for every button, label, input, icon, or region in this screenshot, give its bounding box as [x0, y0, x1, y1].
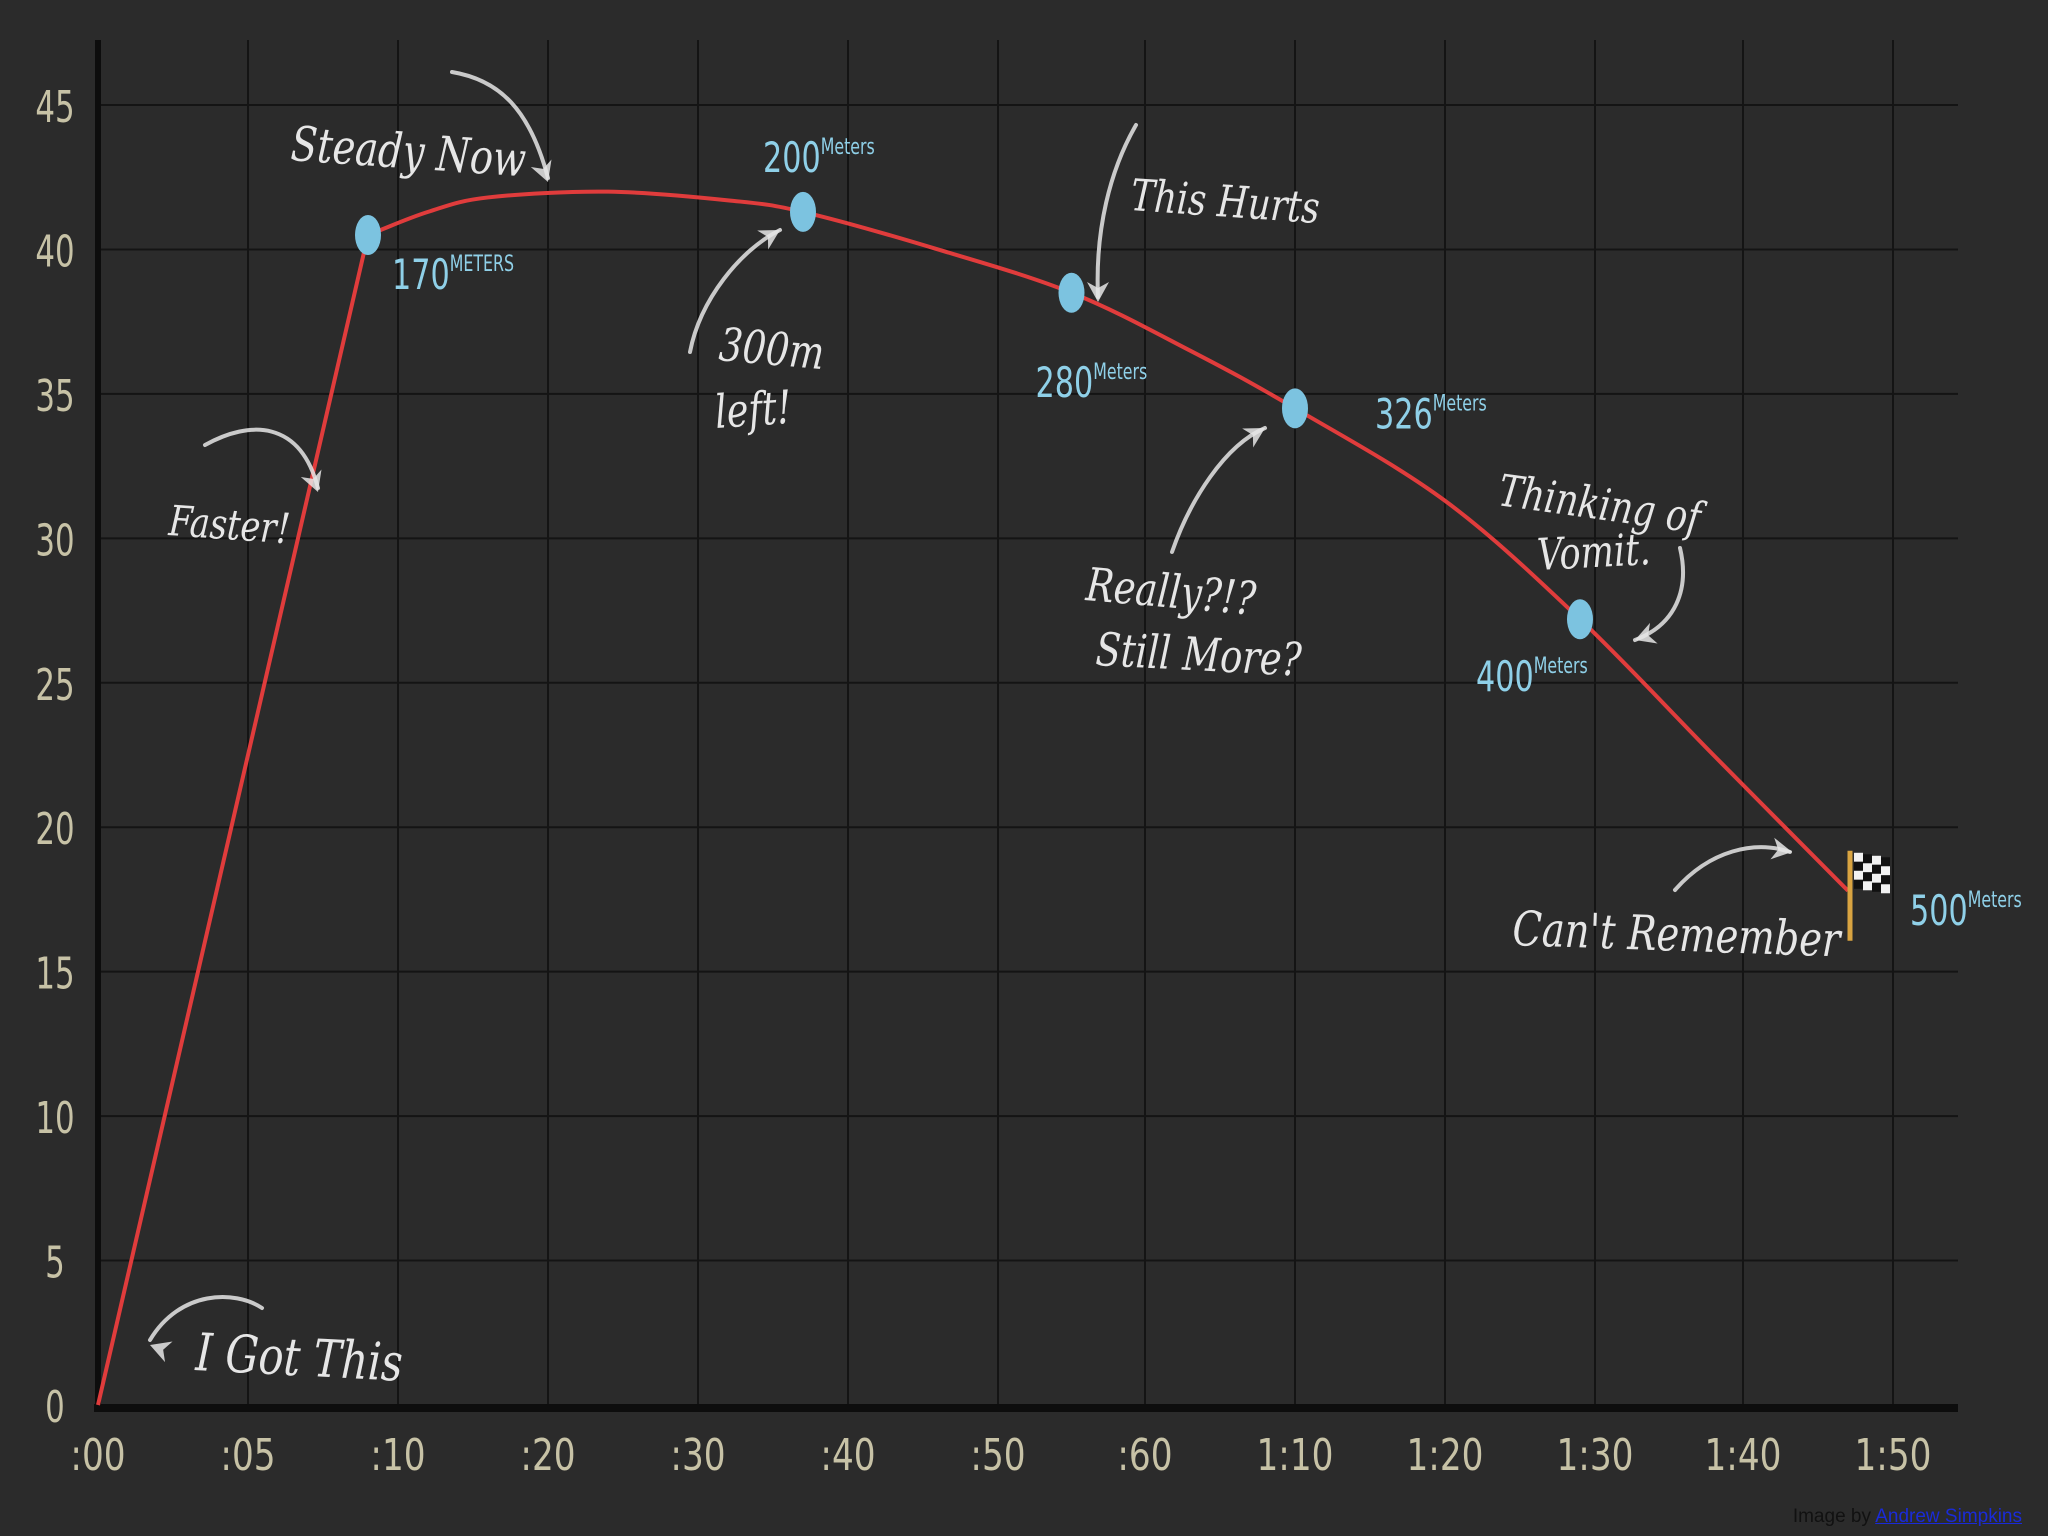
x-tick-label: 1:30 — [1556, 1430, 1633, 1481]
annotation-arrow — [1170, 426, 1267, 554]
x-tick-label: :00 — [70, 1430, 125, 1481]
flag-square — [1863, 872, 1872, 882]
distance-unit: Meters — [1968, 886, 2022, 912]
distance-unit: Meters — [1534, 653, 1588, 679]
flag-square — [1881, 884, 1890, 894]
flag-square — [1863, 863, 1872, 873]
flag-square — [1872, 873, 1881, 883]
x-tick-label: :30 — [670, 1430, 725, 1481]
annotation-text: Really?!? — [1083, 557, 1258, 626]
distance-number: 280 — [1036, 358, 1094, 407]
y-tick-label: 10 — [35, 1093, 74, 1144]
flag-square — [1872, 864, 1881, 874]
annotation-text: I Got This — [193, 1323, 404, 1395]
y-tick-label: 40 — [35, 226, 74, 277]
x-tick-label: :05 — [220, 1430, 275, 1481]
arrow-head — [300, 469, 322, 492]
credit-author-link[interactable]: Andrew Simpkins — [1875, 1506, 2022, 1527]
distance-marker — [1058, 272, 1085, 313]
arrow-head — [1087, 282, 1109, 302]
annotation-text: Can't Remember — [1512, 902, 1844, 969]
series-line-speed — [96, 189, 1850, 1406]
distance-number: 170 — [392, 250, 450, 299]
flag-square — [1854, 870, 1863, 880]
distance-label: 280Meters — [1036, 358, 1148, 407]
x-tick-label: :50 — [970, 1430, 1025, 1481]
x-tick-label: 1:20 — [1406, 1430, 1483, 1481]
x-tick-label: :10 — [370, 1430, 425, 1481]
distance-marker — [790, 191, 816, 232]
annotation-text: Steady Now — [289, 117, 528, 188]
y-tick-label: 30 — [35, 515, 74, 566]
distance-label: 326Meters — [1375, 389, 1487, 438]
distance-label: 200Meters — [763, 133, 875, 182]
annotation-arrow — [450, 70, 550, 180]
y-tick-label: 35 — [35, 371, 74, 422]
flag-square — [1854, 879, 1863, 889]
annotation-text: This Hurts — [1129, 170, 1321, 234]
arrow-head — [150, 1341, 173, 1363]
annotation-text: left! — [713, 380, 793, 439]
distance-number: 200 — [763, 133, 821, 182]
arrow-head — [757, 230, 780, 250]
annotation-arrow — [203, 427, 320, 490]
annotation-text: Vomit. — [1536, 524, 1652, 581]
distance-marker — [1567, 599, 1593, 640]
x-tick-label: 1:40 — [1704, 1430, 1781, 1481]
distance-unit: METERS — [450, 250, 514, 276]
annotation-arrow — [688, 228, 782, 354]
distance-marker — [1282, 388, 1308, 429]
y-tick-label: 0 — [45, 1382, 65, 1433]
image-credit: Image by Andrew Simpkins — [1793, 1506, 2022, 1528]
annotation-arrow — [1095, 123, 1138, 299]
finish-label: 500Meters — [1910, 886, 2022, 935]
credit-prefix: Image by — [1792, 1506, 1876, 1527]
arrow-head — [1635, 622, 1658, 644]
x-tick-label: :60 — [1117, 1430, 1172, 1481]
arrow-head — [1242, 428, 1265, 448]
distance-unit: Meters — [1433, 390, 1487, 416]
x-tick-label: :20 — [520, 1430, 575, 1481]
finish-flag-icon — [1847, 850, 1890, 941]
annotation-text: 300m — [717, 317, 826, 380]
arrow-head — [530, 159, 552, 182]
flag-square — [1854, 852, 1863, 862]
annotation-text: Faster! — [166, 496, 291, 553]
flag-square — [1881, 875, 1890, 885]
flag-square — [1872, 855, 1881, 865]
flag-square — [1881, 857, 1890, 867]
x-tick-label: 1:10 — [1256, 1430, 1333, 1481]
y-tick-label: 20 — [35, 804, 74, 855]
flag-square — [1863, 881, 1872, 891]
y-tick-label: 5 — [45, 1237, 65, 1288]
distance-marker — [355, 215, 381, 255]
distance-label: 170METERS — [392, 250, 514, 299]
x-tick-label: :40 — [820, 1430, 875, 1481]
flag-square — [1881, 866, 1890, 876]
distance-number: 400 — [1476, 652, 1534, 701]
annotation-text: Still More? — [1094, 622, 1303, 687]
distance-number: 500 — [1910, 886, 1968, 935]
distance-number: 326 — [1375, 389, 1433, 438]
flag-square — [1854, 861, 1863, 871]
y-tick-label: 15 — [35, 949, 74, 1000]
arrow-head — [1770, 837, 1792, 860]
annotation-arrow — [148, 1295, 264, 1342]
flag-square — [1872, 882, 1881, 892]
distance-unit: Meters — [1093, 358, 1147, 384]
y-tick-label: 45 — [35, 82, 74, 133]
flag-square — [1863, 854, 1872, 864]
distance-label: 400Meters — [1476, 652, 1588, 701]
distance-unit: Meters — [821, 133, 875, 159]
x-tick-label: 1:50 — [1854, 1430, 1931, 1481]
y-tick-label: 25 — [35, 660, 74, 711]
annotation-arrow — [1673, 845, 1792, 892]
